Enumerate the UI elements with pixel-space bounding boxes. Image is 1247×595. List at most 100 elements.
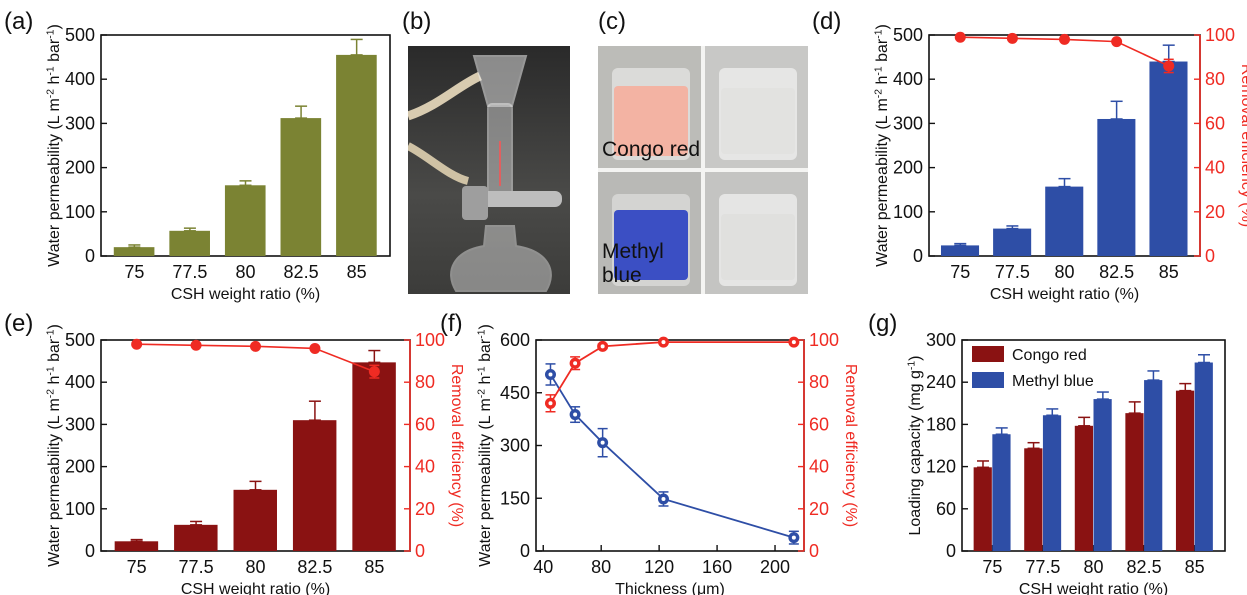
chart-f-point-center bbox=[548, 401, 553, 406]
chart-d-ylabel: Water permeability (L m-2 h-1 bar-1) bbox=[873, 24, 891, 267]
chart-g-bar bbox=[1093, 399, 1112, 551]
chart-g-ytick-label: 0 bbox=[946, 541, 956, 561]
chart-f-xlabel: Thickness (μm) bbox=[615, 581, 725, 595]
chart-f-ytick-right-label: 60 bbox=[809, 414, 829, 434]
chart-f-point-center bbox=[661, 496, 666, 501]
chart-g-legend-label: Congo red bbox=[1012, 347, 1087, 364]
chart-e-bar bbox=[114, 541, 159, 551]
chart-e-ytick-right-label: 100 bbox=[415, 330, 445, 350]
chart-d-point bbox=[954, 31, 966, 43]
chart-a-ytick-label: 500 bbox=[65, 25, 95, 45]
chart-d-point bbox=[1059, 33, 1070, 45]
chart-d-point bbox=[1111, 36, 1123, 48]
methyl-blue-label: Methyl blue bbox=[602, 240, 664, 287]
chart-g-legend-swatch bbox=[972, 346, 1004, 362]
chart-e-point bbox=[190, 339, 202, 351]
chart-a-bar bbox=[280, 118, 322, 256]
chart-g-bar bbox=[1042, 415, 1062, 551]
chart-g-xlabel: CSH weight ratio (%) bbox=[1019, 581, 1168, 595]
chart-g-bar bbox=[1074, 425, 1093, 551]
chart-e-ytick-right-label: 40 bbox=[415, 457, 435, 477]
chart-f-point-center bbox=[573, 412, 578, 417]
chart-a-bar bbox=[169, 230, 210, 256]
chart-e-ytick-label: 400 bbox=[65, 372, 95, 392]
chart-f-ylabel-right: Removal efficiency (%) bbox=[842, 364, 859, 527]
chart-d-bar bbox=[1045, 186, 1084, 256]
chart-d-ytick-label: 300 bbox=[893, 113, 923, 133]
chart-d-ytick-label: 100 bbox=[893, 202, 923, 222]
congo-red-label: Congo red bbox=[602, 138, 701, 161]
chart-g-ytick-label: 60 bbox=[936, 499, 956, 519]
chart-g-xtick-label: 77.5 bbox=[1025, 557, 1060, 577]
chart-e-point bbox=[309, 342, 321, 354]
chart-a-ytick-label: 200 bbox=[65, 158, 95, 178]
chart-f-point-center bbox=[573, 361, 578, 366]
chart-f-xtick-label: 80 bbox=[591, 557, 611, 577]
chart-g-bar bbox=[1125, 413, 1144, 551]
chart-g-xtick-label: 82.5 bbox=[1127, 557, 1162, 577]
chart-d-bar bbox=[993, 228, 1032, 256]
chart-e-ytick-label: 200 bbox=[65, 457, 95, 477]
panel-label-f: (f) bbox=[440, 310, 463, 337]
chart-d-ylabel-right: Removal efficiency (%) bbox=[1238, 64, 1247, 227]
congo-red-feed-beaker: Congo red bbox=[598, 46, 701, 168]
chart-a-xlabel: CSH weight ratio (%) bbox=[171, 286, 320, 303]
chart-g-bar bbox=[1144, 380, 1163, 551]
chart-a-ylabel: Water permeability (L m-2 h-1 bar-1) bbox=[45, 24, 63, 267]
chart-f-point-center bbox=[600, 344, 605, 349]
chart-e-xtick-label: 82.5 bbox=[297, 557, 332, 577]
chart-f-ytick-right-label: 20 bbox=[809, 499, 829, 519]
chart-g-ylabel: Loading capacity (mg g-1) bbox=[906, 355, 924, 535]
chart-g-ytick-label: 240 bbox=[926, 372, 956, 392]
chart-d-ytick-right-label: 40 bbox=[1205, 158, 1225, 178]
chart-d-bar bbox=[1149, 61, 1188, 256]
chart-f-ytick-right-label: 80 bbox=[809, 372, 829, 392]
chart-g-bar bbox=[1194, 362, 1213, 551]
chart-d-xtick-label: 77.5 bbox=[995, 262, 1030, 282]
filtration-apparatus-photo bbox=[408, 46, 570, 294]
chart-a-bar bbox=[336, 54, 377, 256]
chart-f-point-center bbox=[548, 372, 553, 377]
chart-f-ylabel: Water permeability (L m-2 h-1 bar-1) bbox=[476, 324, 494, 567]
chart-d-xtick-label: 85 bbox=[1159, 262, 1179, 282]
chart-g-ytick-label: 300 bbox=[926, 330, 956, 350]
chart-f-point-center bbox=[600, 440, 605, 445]
chart-a-xtick-label: 80 bbox=[235, 262, 255, 282]
chart-g-xtick-label: 85 bbox=[1185, 557, 1205, 577]
chart-d-point bbox=[1163, 60, 1175, 72]
panel-label-g: (g) bbox=[868, 310, 898, 337]
chart-e-ylabel: Water permeability (L m-2 h-1 bar-1) bbox=[45, 324, 63, 567]
methyl-blue-filtrate-beaker bbox=[705, 172, 808, 294]
chart-f-xtick-label: 160 bbox=[702, 557, 732, 577]
chart-f-ytick-right-label: 40 bbox=[809, 457, 829, 477]
chart-f-line bbox=[549, 373, 795, 539]
chart-e-ytick-label: 500 bbox=[65, 330, 95, 350]
chart-a-xtick-label: 77.5 bbox=[172, 262, 207, 282]
chart-e-bar bbox=[233, 489, 277, 551]
panel-label-a: (a) bbox=[4, 8, 34, 35]
chart-f-xtick-label: 200 bbox=[760, 557, 790, 577]
chart-d-ytick-label: 500 bbox=[893, 25, 923, 45]
chart-a-xtick-label: 75 bbox=[124, 262, 144, 282]
chart-f-ytick-label: 150 bbox=[500, 488, 530, 508]
chart-e-bar bbox=[292, 420, 337, 551]
chart-d-bar bbox=[940, 245, 980, 256]
chart-g-legend-label: Methyl blue bbox=[1012, 373, 1094, 390]
chart-d-ytick-label: 0 bbox=[913, 246, 923, 266]
chart-e-ytick-label: 100 bbox=[65, 499, 95, 519]
chart-e-ylabel-right: Removal efficiency (%) bbox=[448, 364, 465, 527]
chart-a-xtick-label: 85 bbox=[347, 262, 367, 282]
chart-f-ytick-label: 600 bbox=[500, 330, 530, 350]
chart-e-point bbox=[131, 338, 143, 350]
chart-f-ytick-label: 0 bbox=[520, 541, 530, 561]
chart-g-bar bbox=[973, 467, 992, 551]
chart-d-ytick-right-label: 0 bbox=[1205, 246, 1215, 266]
chart-e-bar bbox=[352, 362, 396, 551]
panel-label-b: (b) bbox=[402, 8, 432, 35]
chart-g-ytick-label: 120 bbox=[926, 457, 956, 477]
chart-e-xtick-label: 75 bbox=[127, 557, 147, 577]
chart-e-bar bbox=[174, 524, 218, 551]
methyl-blue-feed-beaker: Methyl blue bbox=[598, 172, 701, 294]
chart-g-bar bbox=[1175, 390, 1195, 551]
